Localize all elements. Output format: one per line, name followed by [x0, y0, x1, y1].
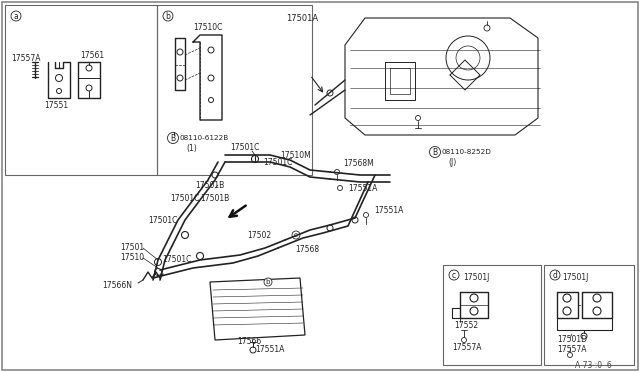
- Circle shape: [563, 307, 571, 315]
- Text: 17501D: 17501D: [557, 336, 587, 344]
- Text: 17568: 17568: [295, 246, 319, 254]
- Circle shape: [449, 270, 459, 280]
- Text: b: b: [166, 12, 170, 20]
- Circle shape: [470, 307, 478, 315]
- Text: 17510C: 17510C: [193, 22, 222, 32]
- Text: 17501C: 17501C: [263, 157, 292, 167]
- Bar: [443, 265, 541, 365]
- Text: 17557A: 17557A: [557, 346, 586, 355]
- Circle shape: [182, 231, 189, 238]
- Circle shape: [327, 90, 333, 96]
- Text: 17501C: 17501C: [230, 142, 259, 151]
- Text: 08110-6122B: 08110-6122B: [180, 135, 229, 141]
- Text: 17501J: 17501J: [562, 273, 588, 282]
- Text: (1): (1): [186, 144, 196, 153]
- Text: d: d: [552, 270, 557, 279]
- Circle shape: [364, 212, 369, 218]
- Circle shape: [177, 49, 183, 55]
- Circle shape: [168, 132, 179, 144]
- Text: b: b: [266, 279, 270, 285]
- Circle shape: [429, 147, 440, 157]
- Circle shape: [335, 170, 339, 174]
- Circle shape: [593, 294, 601, 302]
- Circle shape: [568, 353, 573, 357]
- Text: 17510: 17510: [120, 253, 144, 263]
- Text: 17551A: 17551A: [348, 183, 378, 192]
- Circle shape: [56, 74, 63, 81]
- Circle shape: [212, 172, 218, 178]
- Text: 17566N: 17566N: [102, 280, 132, 289]
- Circle shape: [86, 65, 92, 71]
- Bar: [157, 5, 312, 175]
- Circle shape: [154, 259, 161, 266]
- Text: 17501J: 17501J: [463, 273, 490, 282]
- Text: 17552: 17552: [454, 321, 478, 330]
- Circle shape: [484, 25, 490, 31]
- Text: a: a: [13, 12, 19, 20]
- Text: 17557A: 17557A: [11, 54, 40, 62]
- Circle shape: [154, 269, 161, 276]
- Text: 17502: 17502: [247, 231, 271, 240]
- Circle shape: [177, 75, 183, 81]
- Circle shape: [208, 75, 214, 81]
- Text: 17501B: 17501B: [200, 193, 229, 202]
- Text: 17568M: 17568M: [343, 158, 374, 167]
- Bar: [5, 5, 157, 175]
- Circle shape: [415, 115, 420, 121]
- Circle shape: [337, 186, 342, 190]
- Circle shape: [581, 333, 587, 339]
- Text: B: B: [433, 148, 438, 157]
- Circle shape: [563, 294, 571, 302]
- Text: 17501C: 17501C: [148, 215, 177, 224]
- Text: A 73 :0  6: A 73 :0 6: [575, 360, 612, 369]
- Text: 17501B: 17501B: [195, 180, 224, 189]
- Circle shape: [470, 294, 478, 302]
- Text: 08110-8252D: 08110-8252D: [442, 149, 492, 155]
- Circle shape: [252, 155, 259, 163]
- Text: 17510M: 17510M: [280, 151, 311, 160]
- Text: 17551: 17551: [44, 100, 68, 109]
- Circle shape: [292, 231, 300, 239]
- Text: (J): (J): [448, 157, 456, 167]
- Circle shape: [163, 11, 173, 21]
- Bar: [544, 265, 634, 365]
- Circle shape: [593, 307, 601, 315]
- Circle shape: [196, 253, 204, 260]
- Circle shape: [550, 270, 560, 280]
- Text: 17551A: 17551A: [374, 205, 403, 215]
- Circle shape: [327, 225, 333, 231]
- Circle shape: [56, 89, 61, 93]
- Circle shape: [208, 47, 214, 53]
- Circle shape: [250, 347, 256, 353]
- Circle shape: [352, 217, 358, 223]
- Text: 17566: 17566: [237, 337, 261, 346]
- Text: 17501A: 17501A: [286, 13, 318, 22]
- Circle shape: [86, 85, 92, 91]
- Text: c: c: [294, 232, 298, 238]
- Text: 17501: 17501: [120, 244, 144, 253]
- Text: 17551A: 17551A: [255, 346, 284, 355]
- Circle shape: [209, 97, 214, 103]
- Text: c: c: [452, 270, 456, 279]
- Circle shape: [461, 337, 467, 343]
- Text: 17561: 17561: [80, 51, 104, 60]
- Text: B: B: [170, 134, 175, 142]
- Text: 17501C: 17501C: [162, 256, 191, 264]
- Circle shape: [264, 278, 272, 286]
- Text: 17501C: 17501C: [170, 193, 200, 202]
- Text: 17557A: 17557A: [452, 343, 481, 353]
- Circle shape: [11, 11, 21, 21]
